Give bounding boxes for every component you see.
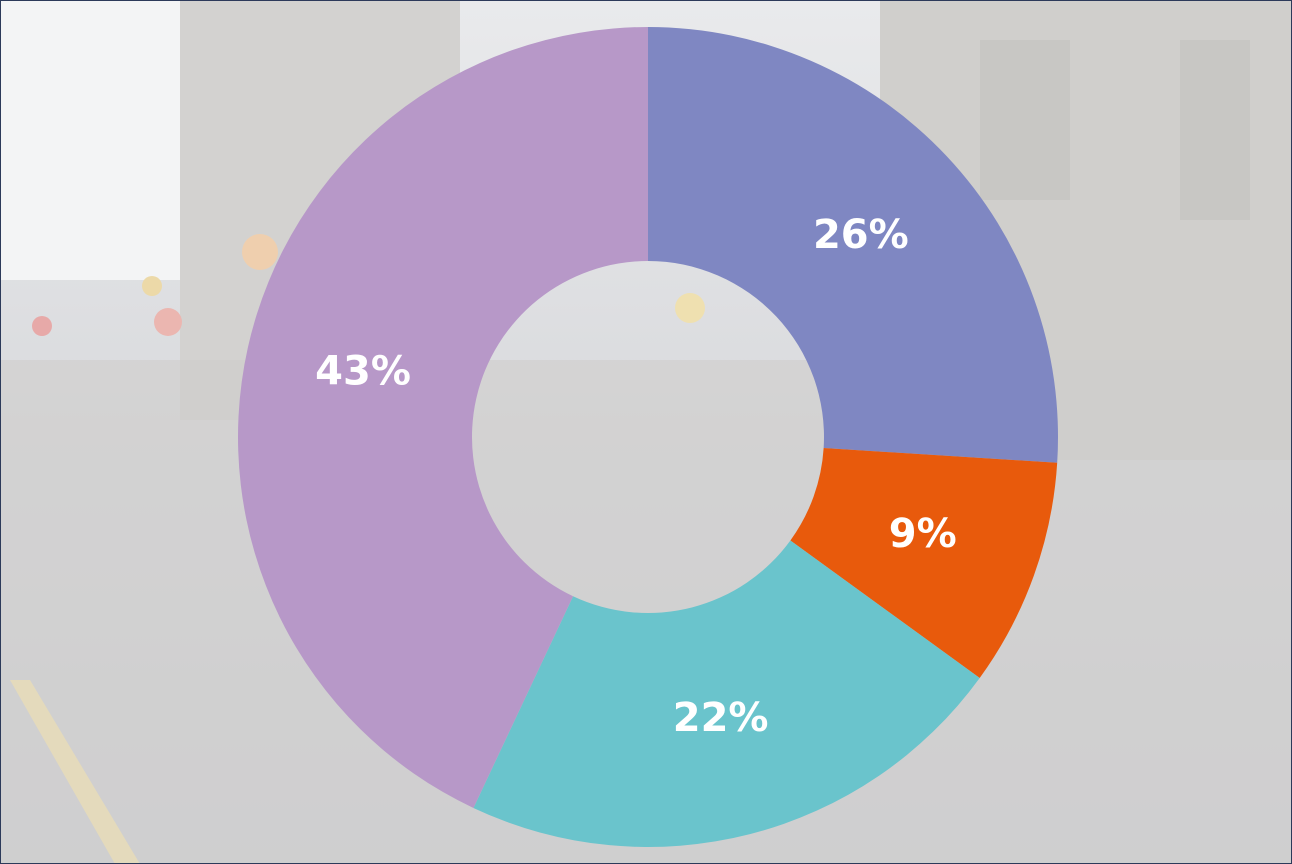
data-label: 22% bbox=[673, 695, 769, 741]
data-label: 9% bbox=[889, 511, 957, 557]
page: 26%9%22%43% (() => { const data = JSON.p… bbox=[0, 0, 1292, 864]
data-label: 43% bbox=[315, 348, 411, 394]
data-label: 26% bbox=[813, 212, 909, 258]
chart: 26% 9% 22% 43% bbox=[0, 0, 1292, 864]
